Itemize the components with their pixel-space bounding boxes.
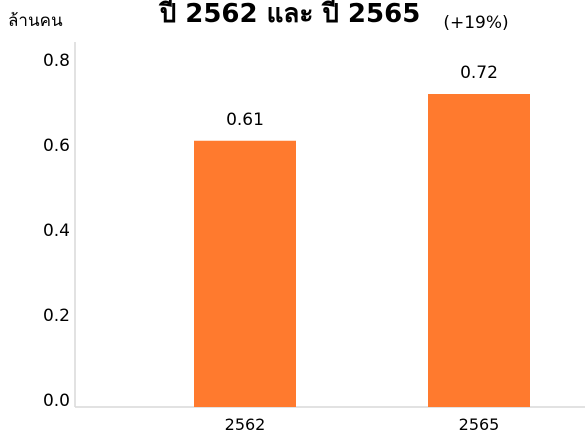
y-tick-label: 0.0 [43,391,70,411]
y-tick-labels: 0.0 0.2 0.4 0.6 0.8 [43,51,70,411]
bars-group [194,94,530,407]
data-labels: 0.61 0.72 [226,63,498,130]
bar-2562 [194,140,296,407]
y-tick-label: 0.4 [43,221,70,241]
chart-title: ปี 2562 และ ปี 2565 [159,0,421,29]
category-label-2562: 2562 [225,415,266,434]
chart-subtitle: (+19%) [443,13,508,33]
y-tick-label: 0.2 [43,306,70,326]
y-tick-label: 0.8 [43,51,70,71]
y-axis-unit-label: ล้านคน [8,11,63,31]
bar-2565 [428,94,530,407]
category-label-2565: 2565 [459,415,500,434]
category-labels: 2562 2565 [225,415,500,434]
data-label-2565: 0.72 [460,63,498,83]
data-label-2562: 0.61 [226,110,264,130]
y-tick-label: 0.6 [43,136,70,156]
